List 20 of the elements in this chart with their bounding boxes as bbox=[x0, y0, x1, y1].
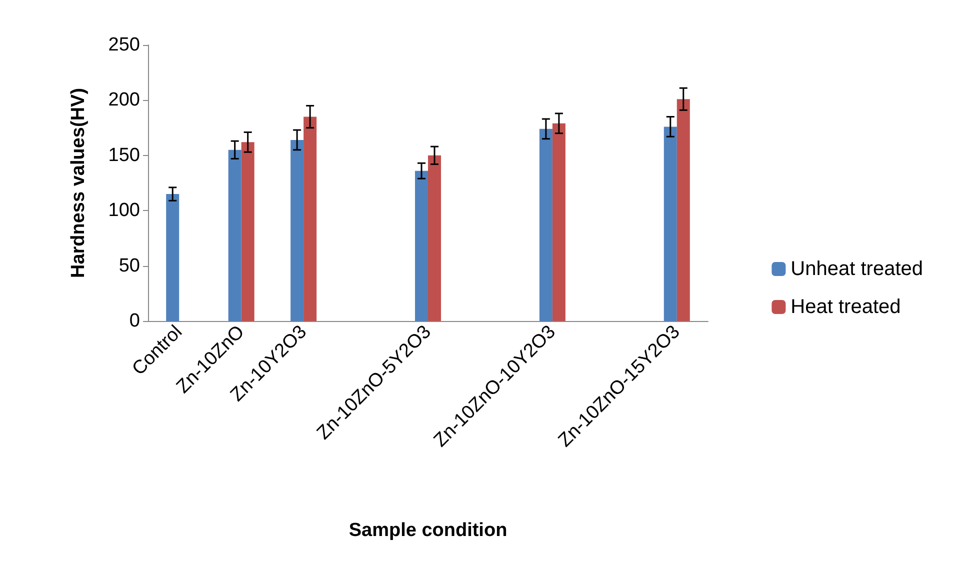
bar bbox=[304, 116, 317, 321]
bar bbox=[552, 123, 566, 321]
bar bbox=[676, 99, 690, 321]
y-tick-label: 200 bbox=[108, 90, 140, 111]
bar bbox=[415, 170, 428, 321]
y-tick-label: 100 bbox=[108, 200, 140, 222]
bar bbox=[166, 194, 180, 321]
bar bbox=[290, 140, 304, 321]
bar bbox=[664, 126, 677, 321]
bar bbox=[228, 150, 242, 321]
legend-label: Unheat treated bbox=[790, 258, 924, 280]
y-tick-label: 250 bbox=[108, 34, 140, 56]
bar bbox=[241, 142, 254, 321]
y-axis-title: Hardness values(HV) bbox=[68, 88, 89, 278]
x-axis-title: Sample condition bbox=[348, 520, 508, 541]
y-tick-label: 150 bbox=[108, 144, 140, 166]
legend-label: Heat treated bbox=[790, 296, 901, 318]
y-tick-label: 50 bbox=[118, 255, 140, 276]
bar bbox=[539, 128, 552, 321]
bar bbox=[428, 155, 441, 321]
